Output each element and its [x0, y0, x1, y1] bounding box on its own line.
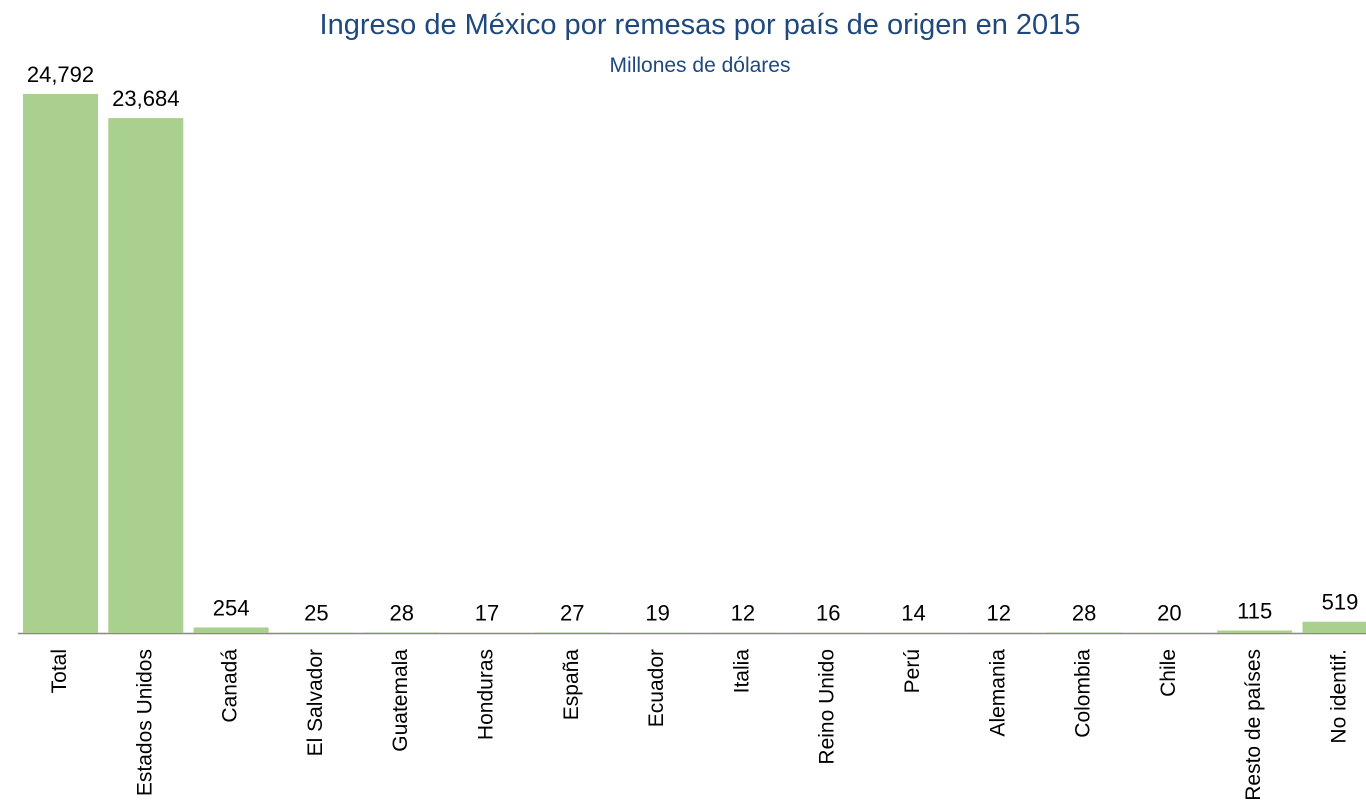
value-label: 28	[389, 600, 413, 625]
value-label: 24,792	[27, 62, 94, 87]
value-label: 14	[901, 601, 925, 626]
value-label: 519	[1322, 590, 1359, 615]
bar	[193, 627, 269, 633]
value-label: 12	[987, 601, 1011, 626]
value-label: 28	[1072, 600, 1096, 625]
x-tick-label: Perú	[901, 649, 924, 693]
value-label: 17	[475, 601, 499, 626]
value-label: 12	[731, 601, 755, 626]
x-tick-label: Chile	[1157, 649, 1180, 697]
bar	[1302, 621, 1366, 633]
x-tick-label: Italia	[730, 649, 753, 694]
value-label: 16	[816, 601, 840, 626]
bar	[534, 632, 610, 633]
bar	[1046, 632, 1122, 633]
bar	[108, 118, 184, 634]
x-tick-label: Reino Unido	[816, 649, 839, 765]
x-tick-label: Ecuador	[645, 649, 668, 727]
x-tick-label: No identif.	[1328, 649, 1351, 744]
x-tick-label: Estados Unidos	[133, 649, 156, 796]
chart-title: Ingreso de México por remesas por país d…	[320, 9, 1081, 41]
value-label: 23,684	[112, 86, 179, 111]
value-label: 19	[645, 601, 669, 626]
value-label: 25	[304, 600, 328, 625]
x-tick-label: Honduras	[475, 649, 498, 740]
x-tick-label: El Salvador	[304, 649, 327, 756]
x-tick-label: España	[560, 649, 583, 721]
value-label: 27	[560, 600, 584, 625]
bar	[1217, 630, 1293, 633]
value-label: 20	[1157, 601, 1181, 626]
x-tick-label: Colombia	[1072, 649, 1095, 738]
value-label: 115	[1237, 598, 1272, 623]
value-label: 254	[213, 595, 250, 620]
bar	[23, 94, 98, 633]
bar	[364, 632, 440, 633]
x-tick-label: Canadá	[219, 649, 242, 723]
bar	[278, 632, 354, 633]
x-tick-label: Alemania	[986, 649, 1009, 737]
x-tick-label: Total	[48, 649, 71, 693]
x-tick-label: Resto de países	[1242, 649, 1265, 801]
chart-subtitle: Millones de dólares	[610, 54, 791, 77]
x-tick-label: Guatemala	[389, 649, 412, 752]
